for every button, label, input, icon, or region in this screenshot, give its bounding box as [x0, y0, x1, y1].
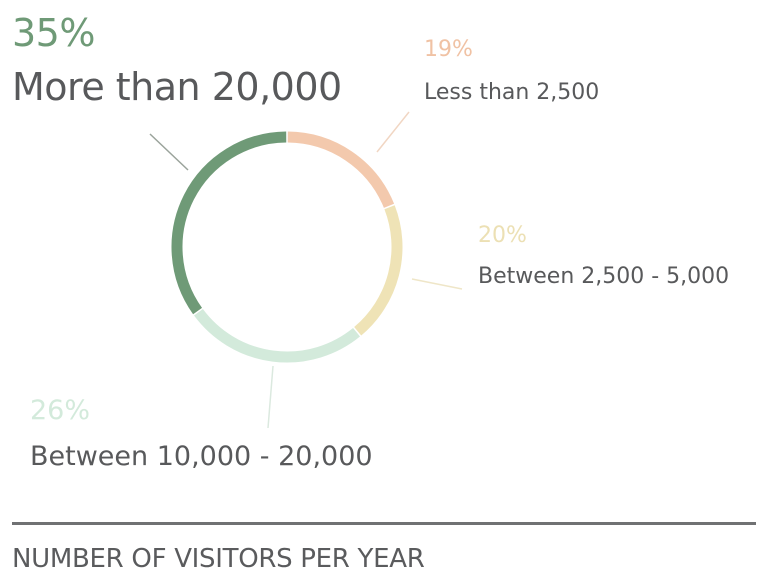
- slice-pct-10000-20000: 26%: [30, 395, 91, 426]
- leader-line-less-than-2500: [376, 111, 410, 153]
- leader-line-2500-5000: [411, 278, 463, 290]
- leader-line-more-than-20000: [149, 133, 189, 171]
- donut-segment-less-than-2500: [287, 131, 395, 208]
- donut-segment-2500-5000: [354, 205, 403, 336]
- leader-line-10000-20000: [267, 365, 274, 429]
- slice-label-more-than-20000: More than 20,000: [12, 65, 342, 109]
- donut-segment-more-than-20000: [171, 131, 287, 315]
- chart-caption: NUMBER OF VISITORS PER YEAR: [12, 544, 425, 574]
- slice-label-2500-5000: Between 2,500 - 5,000: [478, 264, 730, 289]
- slice-label-less-than-2500: Less than 2,500: [424, 80, 600, 105]
- slice-pct-2500-5000: 20%: [478, 223, 527, 248]
- slice-pct-more-than-20000: 35%: [12, 11, 95, 55]
- donut-segment-10000-20000: [194, 308, 360, 363]
- divider-rule: [12, 522, 756, 525]
- slice-label-10000-20000: Between 10,000 - 20,000: [30, 441, 373, 472]
- donut-ring: [171, 131, 403, 363]
- slice-pct-less-than-2500: 19%: [424, 37, 473, 62]
